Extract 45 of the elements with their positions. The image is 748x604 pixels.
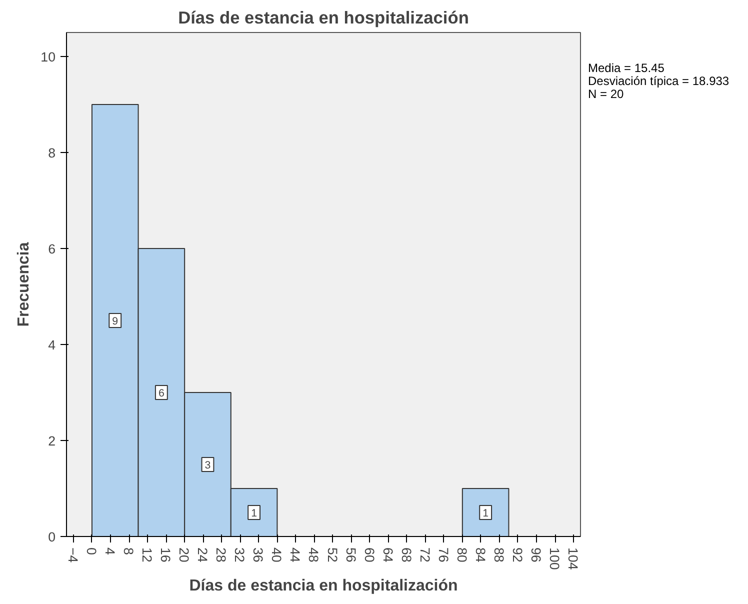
y-tick-label: 0 [48, 530, 56, 544]
text: N = 20 [588, 87, 624, 101]
x-tick-label: 104 [566, 548, 581, 570]
x-tick-label: 64 [380, 548, 396, 563]
chart-title: Días de estancia en hospitalización [178, 8, 469, 28]
x-tick-label: 16 [158, 548, 174, 562]
x-tick-label: 8 [121, 548, 136, 555]
data-label: 1 [251, 508, 258, 520]
y-tick-label: 6 [48, 242, 56, 256]
x-tick-label: 44 [288, 548, 303, 563]
x-tick-label: 56 [343, 548, 358, 562]
x-tick-label: 76 [436, 548, 451, 562]
y-tick-label: 10 [40, 50, 56, 64]
x-tick-label: 4 [102, 548, 118, 556]
x-tick-label: 28 [214, 548, 229, 562]
data-label: 6 [158, 388, 164, 400]
x-tick-label: 36 [250, 548, 266, 562]
y-tick-label: 2 [48, 434, 56, 448]
x-tick-label: 60 [362, 548, 377, 562]
data-label: 3 [204, 460, 211, 472]
data-label: 1 [482, 508, 489, 520]
x-tick-label: 84 [472, 548, 488, 563]
x-tick-label: 52 [324, 548, 340, 562]
x-tick-label: 100 [547, 548, 562, 570]
data-label: 9 [112, 316, 118, 328]
x-tick-label: 32 [232, 548, 248, 562]
y-tick-label: 8 [48, 146, 56, 160]
x-tick-label: 72 [417, 548, 432, 562]
x-tick-label: 12 [140, 548, 155, 562]
y-tick-label: 4 [48, 338, 56, 352]
x-tick-label: 96 [528, 548, 544, 562]
x-tick-label: 40 [269, 548, 284, 562]
text: Desviación típica = 18.933 [588, 74, 730, 88]
x-tick-label: −4 [65, 548, 80, 564]
x-tick-label: 92 [510, 548, 525, 562]
y-axis-title: Frecuencia [16, 242, 33, 327]
x-tick-label: 20 [176, 548, 192, 562]
x-tick-label: 0 [84, 548, 99, 555]
x-axis-title: Días de estancia en hospitalización [189, 578, 458, 595]
x-tick-label: 48 [306, 548, 322, 562]
x-tick-label: 68 [398, 548, 414, 562]
text: Media = 15.45 [588, 61, 664, 75]
x-tick-label: 80 [454, 548, 470, 562]
x-tick-label: 24 [195, 548, 210, 563]
x-tick-label: 88 [491, 548, 506, 562]
